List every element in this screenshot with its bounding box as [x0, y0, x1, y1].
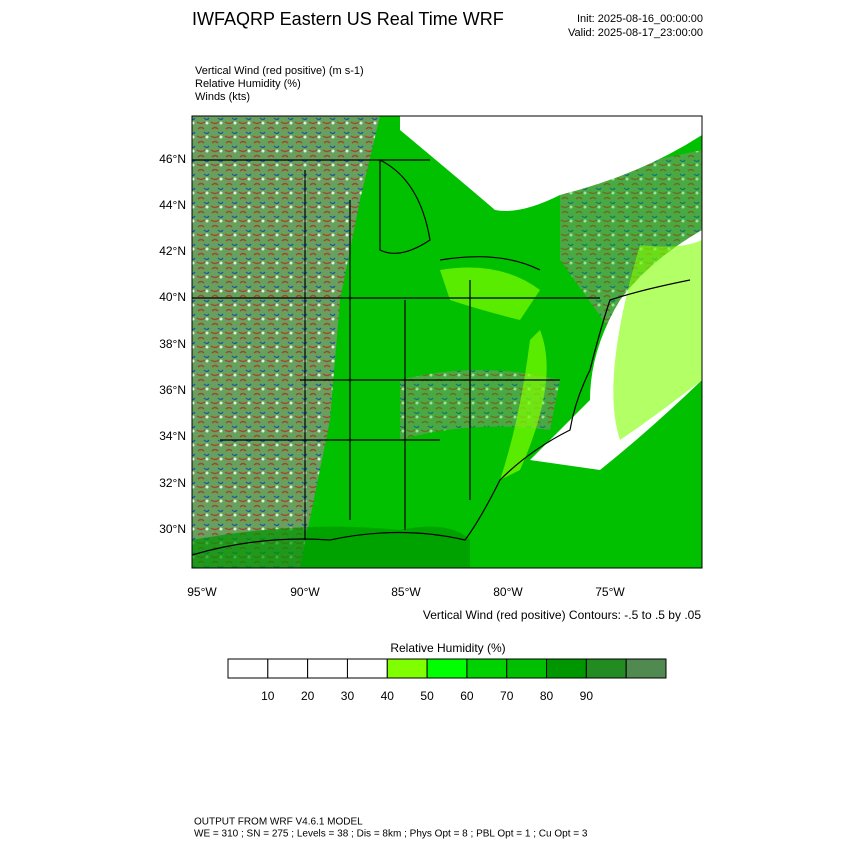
footer-line: WE = 310 ; SN = 275 ; Levels = 38 ; Dis …	[194, 829, 588, 840]
colorbar-label: 70	[500, 689, 514, 703]
map	[192, 116, 702, 568]
lat-label: 34°N	[159, 429, 186, 443]
field-label: Winds (kts)	[195, 91, 250, 103]
valid-time: Valid: 2025-08-17_23:00:00	[568, 27, 703, 39]
colorbar-box	[506, 658, 548, 679]
lon-label: 90°W	[290, 585, 320, 599]
map-frame	[191, 115, 703, 569]
lat-label: 42°N	[159, 244, 186, 258]
lon-label: 80°W	[493, 585, 523, 599]
colorbar-box	[466, 658, 508, 679]
field-label: Vertical Wind (red positive) (m s-1)	[195, 65, 364, 77]
colorbar-box	[307, 658, 348, 679]
colorbar-box	[426, 658, 468, 679]
colorbar-box	[346, 658, 388, 679]
lon-label: 85°W	[391, 585, 421, 599]
colorbar-label: 90	[580, 689, 594, 703]
init-time: Init: 2025-08-16_00:00:00	[577, 13, 703, 25]
colorbar-label: 30	[341, 689, 355, 703]
footer-line: OUTPUT FROM WRF V4.6.1 MODEL	[194, 817, 363, 828]
colorbar-box	[227, 658, 269, 679]
colorbar-box	[585, 658, 627, 679]
lat-label: 44°N	[159, 198, 186, 212]
colorbar-label: 50	[420, 689, 434, 703]
colorbar-label: 10	[261, 689, 275, 703]
lat-label: 46°N	[159, 152, 186, 166]
colorbar-label: 40	[381, 689, 395, 703]
colorbar-box	[546, 658, 587, 679]
title: IWFAQRP Eastern US Real Time WRF	[192, 9, 504, 29]
colorbar-label: 80	[540, 689, 554, 703]
lat-label: 38°N	[159, 337, 186, 351]
lat-label: 32°N	[159, 476, 186, 490]
contour-note: Vertical Wind (red positive) Contours: -…	[423, 608, 701, 622]
colorbar-box	[625, 658, 667, 679]
colorbar-label: 20	[301, 689, 315, 703]
colorbar-box	[267, 658, 309, 679]
lon-label: 95°W	[187, 585, 217, 599]
lat-labels: 46°N 44°N 42°N 40°N 38°N 36°N 34°N 32°N …	[159, 152, 186, 536]
colorbar-title: Relative Humidity (%)	[390, 641, 505, 655]
colorbar-label: 60	[460, 689, 474, 703]
colorbar: 10 20 30 40 50 60 70 80 90	[227, 658, 667, 703]
colorbar-box	[386, 658, 428, 679]
lat-label: 36°N	[159, 383, 186, 397]
lon-label: 75°W	[595, 585, 625, 599]
lat-label: 40°N	[159, 290, 186, 304]
lat-label: 30°N	[159, 522, 186, 536]
lon-labels: 95°W 90°W 85°W 80°W 75°W	[187, 585, 625, 599]
field-label: Relative Humidity (%)	[195, 78, 301, 90]
